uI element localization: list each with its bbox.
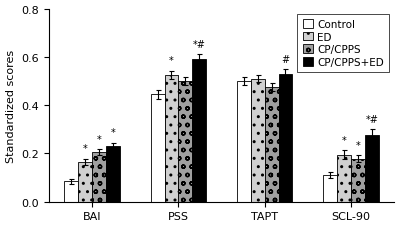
Bar	[251, 79, 265, 202]
Bar	[151, 95, 164, 202]
Bar	[178, 82, 192, 202]
Bar	[278, 74, 292, 202]
Text: #: #	[281, 55, 290, 65]
Bar	[324, 175, 337, 202]
Bar	[365, 135, 379, 202]
Bar	[164, 76, 178, 202]
Bar	[351, 159, 365, 202]
Text: *: *	[342, 135, 346, 145]
Y-axis label: Standardized scores: Standardized scores	[6, 49, 16, 162]
Text: *: *	[96, 134, 101, 144]
Text: *#: *#	[193, 40, 206, 50]
Bar	[237, 82, 251, 202]
Legend: Control, ED, CP/CPPS, CP/CPPS+ED: Control, ED, CP/CPPS, CP/CPPS+ED	[298, 15, 389, 73]
Text: *: *	[356, 140, 360, 150]
Bar	[192, 60, 206, 202]
Bar	[64, 181, 78, 202]
Text: *: *	[169, 56, 174, 66]
Text: *: *	[83, 144, 88, 154]
Bar	[265, 88, 278, 202]
Bar	[92, 153, 106, 202]
Bar	[106, 147, 120, 202]
Bar	[78, 162, 92, 202]
Text: *: *	[110, 128, 115, 138]
Text: *#: *#	[365, 114, 378, 124]
Bar	[337, 155, 351, 202]
